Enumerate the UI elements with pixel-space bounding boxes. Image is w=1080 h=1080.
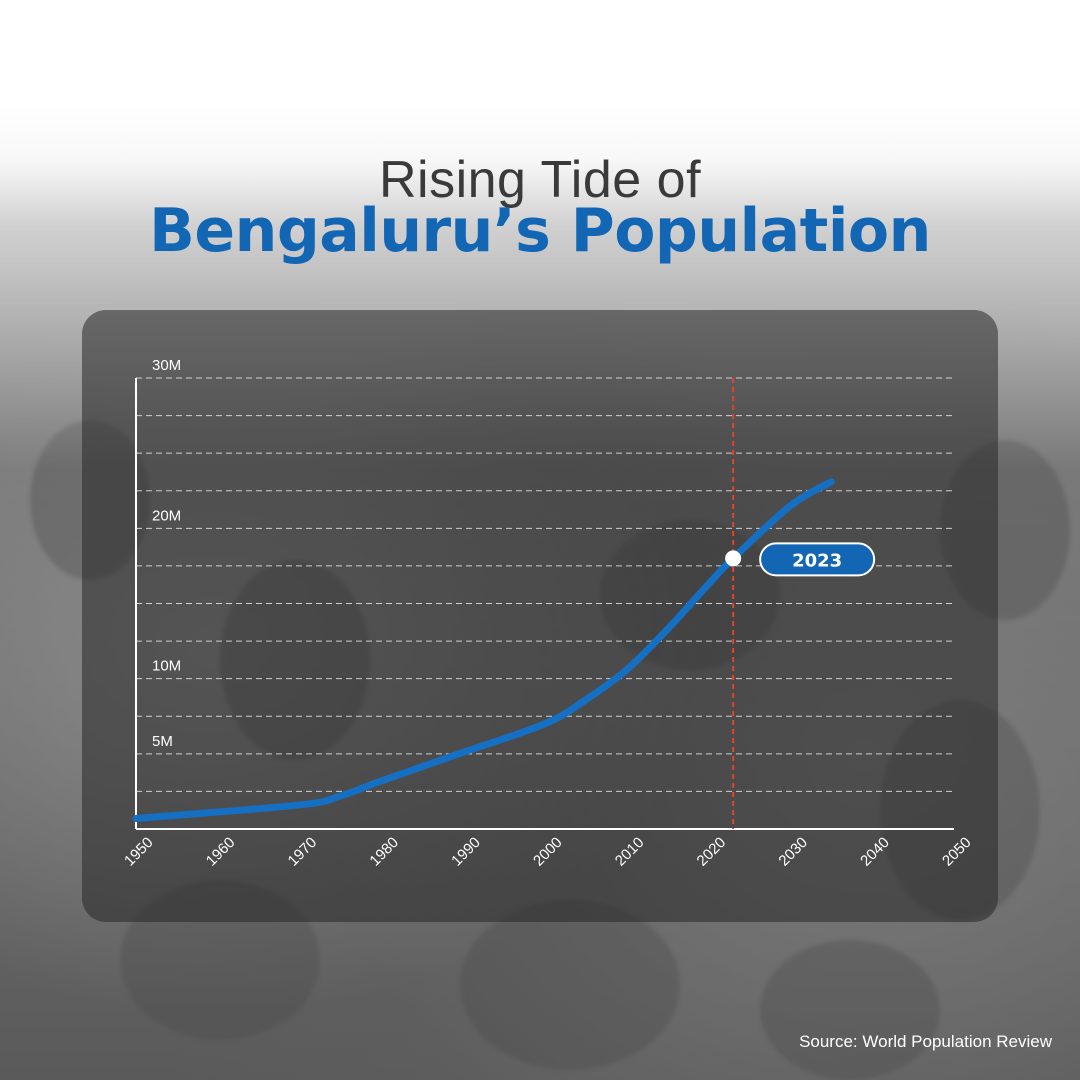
x-tick-label: 2020 [694, 834, 730, 870]
y-tick-label: 30M [152, 357, 181, 374]
x-tick-label: 2030 [775, 834, 811, 870]
population-series-line [132, 478, 835, 822]
x-tick-label: 1960 [203, 834, 239, 870]
x-tick-label: 2050 [939, 834, 975, 870]
x-tick-label: 2040 [857, 834, 893, 870]
title-line-2: Bengaluru’s Population [149, 196, 931, 266]
grid-lines [136, 377, 954, 792]
highlight-point [725, 550, 742, 567]
y-tick-labels: 5M 10M 20M 30M [152, 357, 181, 750]
highlight-badge-box [759, 542, 876, 577]
y-tick-label: 5M [152, 733, 173, 750]
x-tick-label: 2010 [612, 834, 648, 870]
x-tick-label: 1990 [448, 834, 484, 870]
y-tick-label: 20M [152, 507, 181, 524]
x-tick-label: 1970 [285, 834, 321, 870]
title-line-1: Rising Tide of [378, 151, 702, 209]
chart-panel [82, 310, 998, 922]
x-tick-label: 1950 [121, 834, 157, 870]
y-tick-label: 10M [152, 658, 181, 675]
highlight-badge: 2023 [759, 542, 876, 577]
x-tick-label: 2000 [530, 834, 566, 870]
x-tick-labels: 1950 1960 1970 1980 1990 2000 2010 2020 2030 2040… [121, 834, 975, 870]
highlight-badge-label: 2023 [792, 550, 842, 571]
source-credit: Source: World Population Review [799, 1032, 1052, 1051]
x-tick-label: 1980 [366, 834, 402, 870]
